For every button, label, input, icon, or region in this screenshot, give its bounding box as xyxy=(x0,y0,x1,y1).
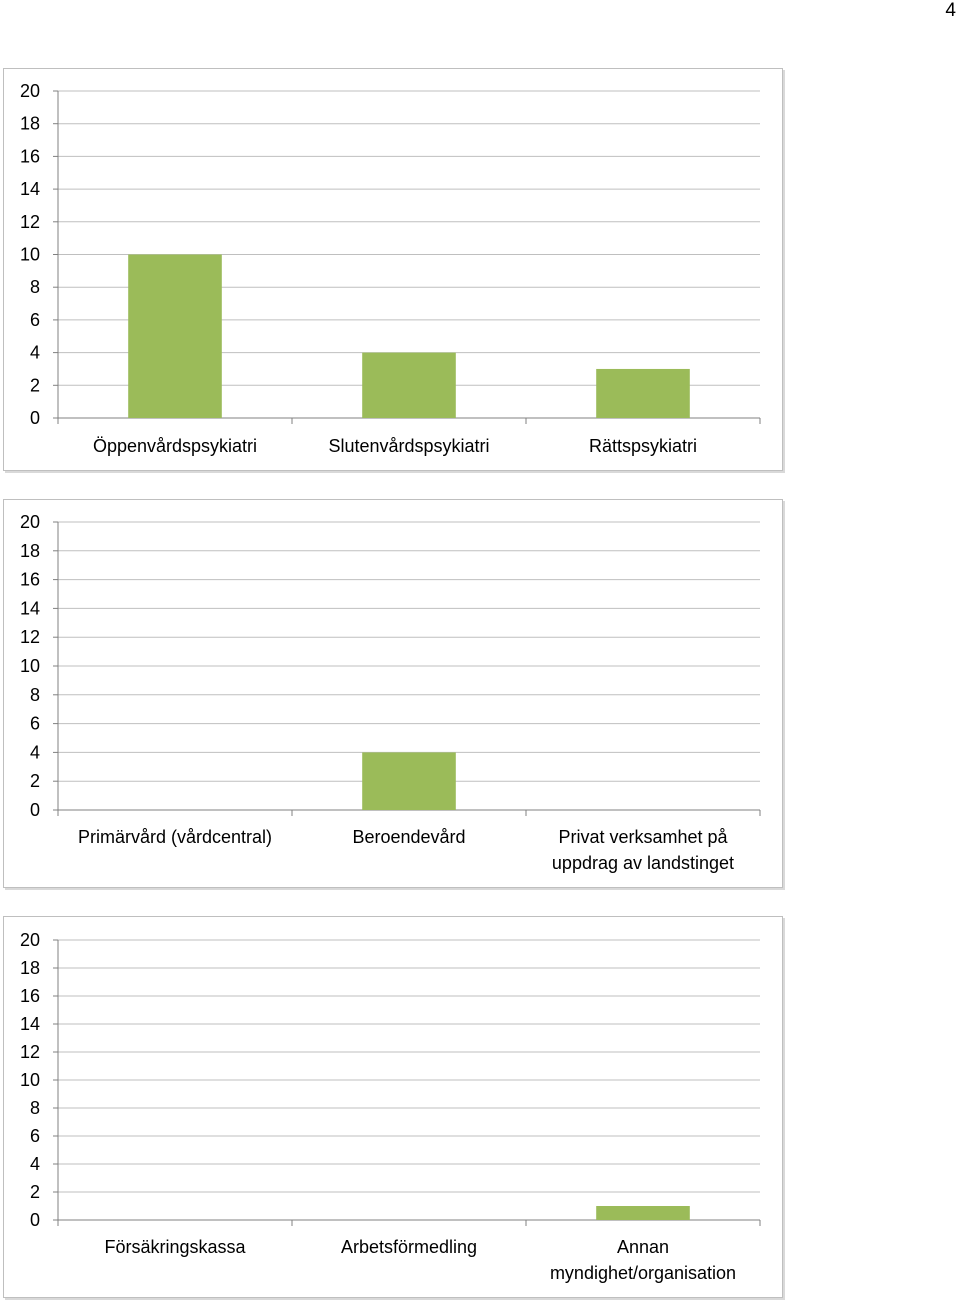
y-tick-label: 6 xyxy=(30,1126,40,1146)
y-tick-label: 10 xyxy=(20,656,40,676)
y-tick-label: 0 xyxy=(30,800,40,820)
x-category-label: Arbetsförmedling xyxy=(341,1237,477,1257)
y-tick-label: 18 xyxy=(20,958,40,978)
y-tick-label: 6 xyxy=(30,310,40,330)
y-tick-label: 8 xyxy=(30,1098,40,1118)
bar xyxy=(362,352,456,418)
x-category-label: Försäkringskassa xyxy=(104,1237,246,1257)
y-tick-label: 4 xyxy=(30,1154,40,1174)
y-tick-label: 20 xyxy=(20,930,40,950)
chart-psychiatry-svg: 0 2 4 6 8 10 12 14 16 18 20 Öppenvårdspsykiatri Slut… xyxy=(20,81,761,456)
x-category-label: Slutenvårdspsykiatri xyxy=(328,436,489,456)
y-tick-label: 10 xyxy=(20,1070,40,1090)
x-category-label: myndighet/organisation xyxy=(550,1263,736,1283)
y-tick-label: 12 xyxy=(20,212,40,232)
y-tick-label: 12 xyxy=(20,627,40,647)
chart-care-units-svg: 0 2 4 6 8 10 12 14 16 18 20 Primärvård (vårdcentral… xyxy=(20,512,761,873)
x-category-label: Annan xyxy=(617,1237,669,1257)
y-tick-label: 2 xyxy=(30,375,40,395)
y-tick-label: 8 xyxy=(30,685,40,705)
y-tick-label: 6 xyxy=(30,714,40,734)
y-tick-label: 2 xyxy=(30,1182,40,1202)
x-category-label: Privat verksamhet på xyxy=(558,827,728,847)
bar xyxy=(596,1206,690,1220)
bar xyxy=(596,368,690,418)
y-tick-label: 16 xyxy=(20,986,40,1006)
page-number: 4 xyxy=(945,0,956,21)
y-tick-label: 4 xyxy=(30,343,40,363)
y-tick-label: 12 xyxy=(20,1042,40,1062)
y-tick-label: 14 xyxy=(20,1014,40,1034)
y-tick-label: 20 xyxy=(20,81,40,101)
y-tick-label: 18 xyxy=(20,114,40,134)
x-category-label: Rättspsykiatri xyxy=(589,436,697,456)
y-tick-label: 16 xyxy=(20,570,40,590)
y-tick-label: 18 xyxy=(20,541,40,561)
x-category-label: Primärvård (vårdcentral) xyxy=(78,827,272,847)
y-tick-label: 14 xyxy=(20,179,40,199)
chart-care-units: 0 2 4 6 8 10 12 14 16 18 20 Primärvård (vårdcentral… xyxy=(3,499,783,888)
x-category-label: uppdrag av landstinget xyxy=(552,853,734,873)
chart-authorities: 0 2 4 6 8 10 12 14 16 18 20 Försäkringskassa Arbetsf… xyxy=(3,916,783,1298)
x-category-label: Öppenvårdspsykiatri xyxy=(93,436,257,456)
chart-authorities-svg: 0 2 4 6 8 10 12 14 16 18 20 Försäkringskassa Arbetsf… xyxy=(20,930,761,1283)
y-tick-label: 20 xyxy=(20,512,40,532)
y-tick-label: 0 xyxy=(30,408,40,428)
bar xyxy=(362,752,456,810)
x-category-label: Beroendevård xyxy=(352,827,465,847)
chart-psychiatry: 0 2 4 6 8 10 12 14 16 18 20 Öppenvårdspsykiatri Slut… xyxy=(3,68,783,471)
y-tick-label: 16 xyxy=(20,146,40,166)
y-tick-label: 0 xyxy=(30,1210,40,1230)
y-tick-label: 14 xyxy=(20,598,40,618)
bar xyxy=(128,254,222,418)
y-tick-label: 8 xyxy=(30,277,40,297)
y-tick-label: 10 xyxy=(20,245,40,265)
y-tick-label: 4 xyxy=(30,742,40,762)
y-tick-label: 2 xyxy=(30,771,40,791)
